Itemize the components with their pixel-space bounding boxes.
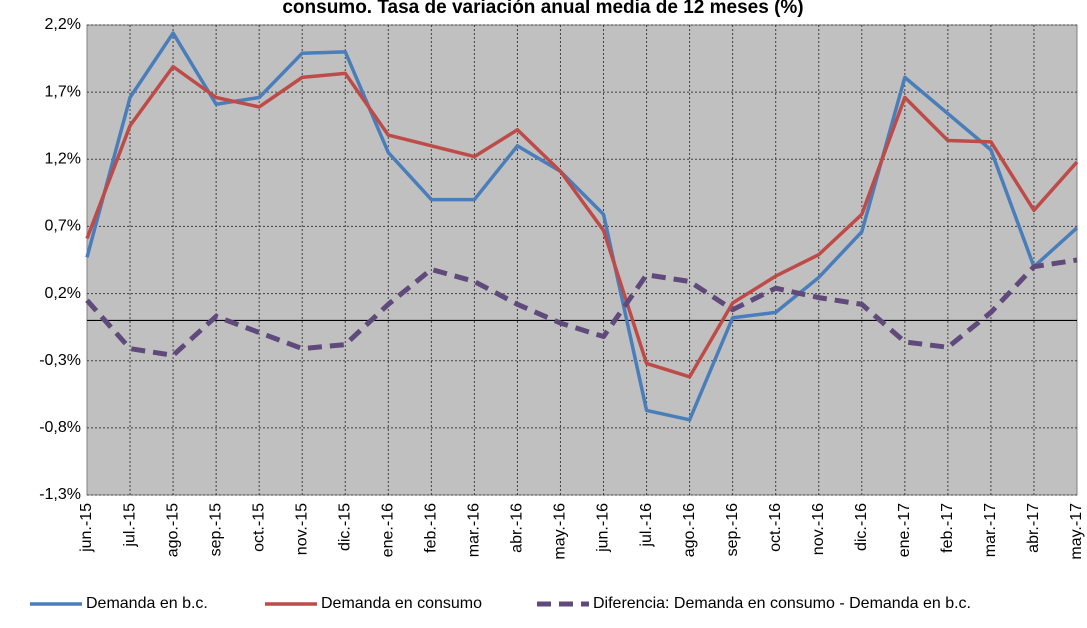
x-tick-label: ene.-16 — [380, 503, 397, 557]
x-tick-label: mar.-17 — [982, 503, 999, 557]
x-tick-label: dic.-16 — [853, 503, 870, 551]
series-line — [85, 31, 1079, 422]
x-tick-label: feb.-17 — [939, 503, 956, 553]
x-tick-label: nov.-16 — [810, 503, 827, 555]
x-tick-label: abr.-16 — [509, 503, 526, 553]
x-tick-label: may.-17 — [1068, 503, 1085, 560]
x-tick-label: ago.-15 — [164, 503, 181, 557]
x-tick-label: nov.-15 — [293, 503, 310, 555]
y-tick-label: 1,7% — [45, 83, 81, 100]
x-tick-label: ago.-16 — [681, 503, 698, 557]
x-tick-label: jun.-16 — [595, 503, 612, 553]
legend-label: Demanda en b.c. — [86, 595, 208, 612]
x-tick-label: oct.-15 — [250, 503, 267, 552]
x-tick-label: sep.-15 — [207, 503, 224, 556]
y-tick-label: 0,7% — [45, 218, 81, 235]
y-tick-label: 1,2% — [45, 151, 81, 168]
y-tick-label: -1,3% — [39, 486, 81, 503]
x-tick-label: mar.-16 — [466, 503, 483, 557]
x-tick-label: jul.-15 — [121, 503, 138, 548]
chart-title: consumo. Tasa de variación anual media d… — [282, 0, 803, 18]
x-tick-label: feb.-16 — [423, 503, 440, 553]
y-tick-label: 0,2% — [45, 285, 81, 302]
y-tick-label: 2,2% — [45, 16, 81, 33]
legend-label: Diferencia: Demanda en consumo - Demanda… — [593, 595, 971, 612]
series-line — [85, 64, 1079, 379]
x-tick-label: jul.-16 — [638, 503, 655, 548]
y-tick-label: -0,3% — [39, 352, 81, 369]
x-tick-label: may.-16 — [552, 503, 569, 560]
x-tick-label: jun.-15 — [78, 503, 95, 553]
legend-label: Demanda en consumo — [321, 595, 482, 612]
x-tick-label: abr.-17 — [1025, 503, 1042, 553]
x-tick-label: ene.-17 — [896, 503, 913, 557]
x-tick-label: sep.-16 — [724, 503, 741, 556]
x-tick-label: dic.-15 — [336, 503, 353, 551]
x-tick-label: oct.-16 — [767, 503, 784, 552]
series-line — [85, 257, 1078, 358]
y-tick-label: -0,8% — [39, 419, 81, 436]
